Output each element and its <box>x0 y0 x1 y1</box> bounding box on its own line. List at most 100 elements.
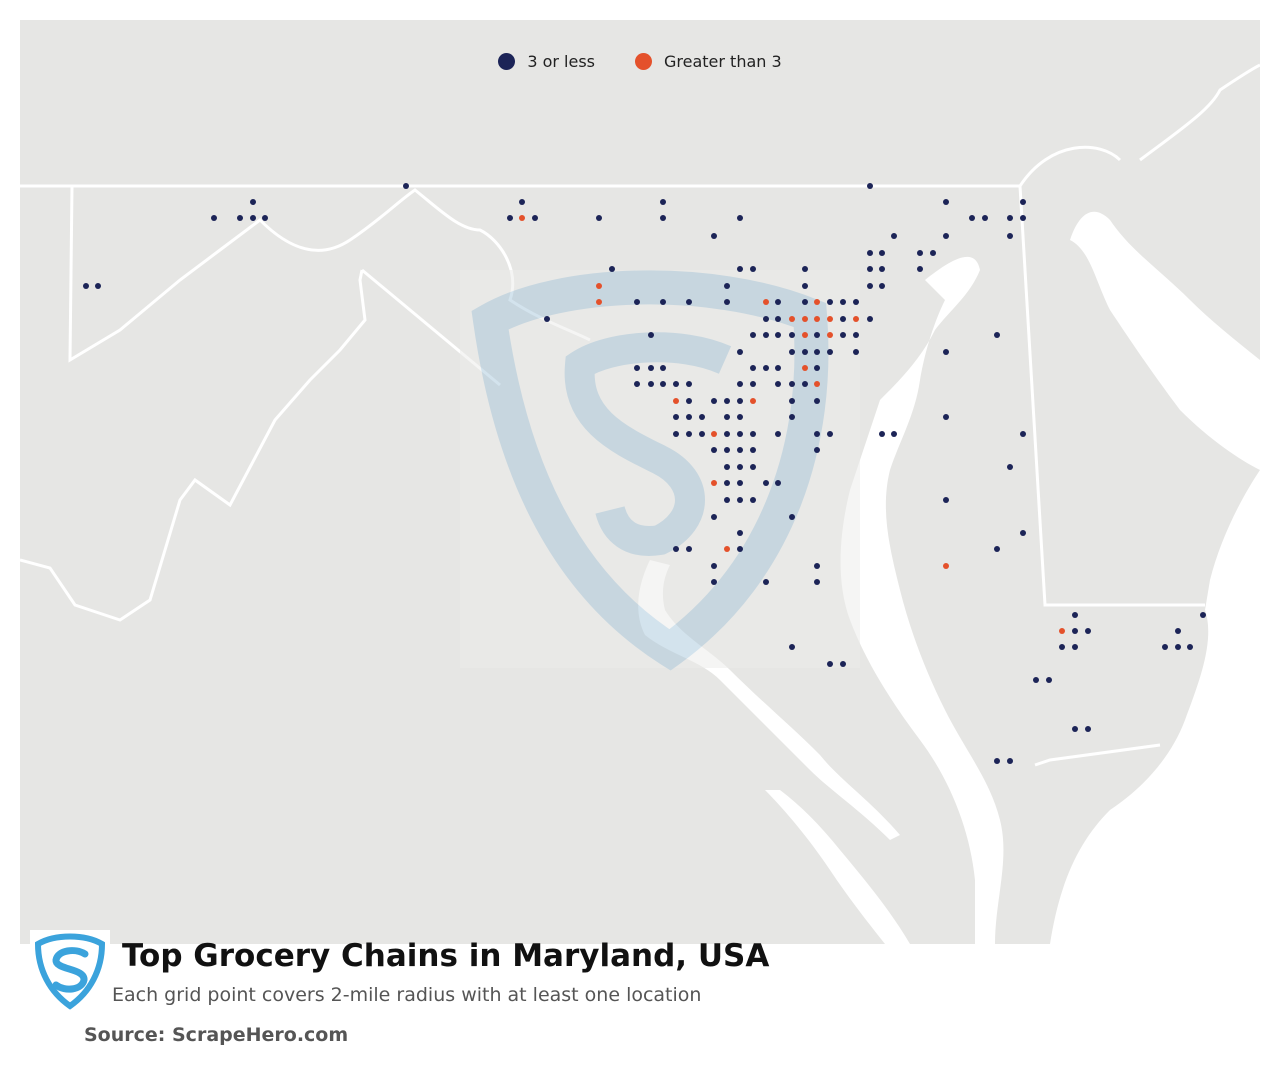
grid-point-low[interactable] <box>930 250 936 256</box>
grid-point-low[interactable] <box>737 381 743 387</box>
grid-point-low[interactable] <box>673 381 679 387</box>
grid-point-low[interactable] <box>1187 644 1193 650</box>
grid-point-low[interactable] <box>867 316 873 322</box>
grid-point-high[interactable] <box>763 299 769 305</box>
grid-point-low[interactable] <box>737 414 743 420</box>
grid-point-low[interactable] <box>943 199 949 205</box>
grid-point-high[interactable] <box>802 365 808 371</box>
grid-point-low[interactable] <box>750 464 756 470</box>
grid-point-low[interactable] <box>686 546 692 552</box>
grid-point-low[interactable] <box>775 365 781 371</box>
grid-point-high[interactable] <box>802 332 808 338</box>
grid-point-low[interactable] <box>711 447 717 453</box>
grid-point-low[interactable] <box>648 332 654 338</box>
grid-point-high[interactable] <box>827 316 833 322</box>
grid-point-low[interactable] <box>775 316 781 322</box>
grid-point-low[interactable] <box>917 250 923 256</box>
grid-point-low[interactable] <box>1059 644 1065 650</box>
grid-point-low[interactable] <box>673 546 679 552</box>
map-area[interactable]: 3 or less Greater than 3 <box>20 20 1260 944</box>
grid-point-low[interactable] <box>1007 215 1013 221</box>
grid-point-low[interactable] <box>814 579 820 585</box>
grid-point-low[interactable] <box>660 215 666 221</box>
grid-point-low[interactable] <box>1072 644 1078 650</box>
grid-point-high[interactable] <box>814 299 820 305</box>
grid-point-low[interactable] <box>1072 612 1078 618</box>
grid-point-low[interactable] <box>519 199 525 205</box>
grid-point-low[interactable] <box>532 215 538 221</box>
grid-point-low[interactable] <box>1020 215 1026 221</box>
grid-point-low[interactable] <box>660 199 666 205</box>
grid-point-high[interactable] <box>1059 628 1065 634</box>
grid-point-low[interactable] <box>1085 726 1091 732</box>
grid-point-low[interactable] <box>789 514 795 520</box>
grid-point-low[interactable] <box>763 365 769 371</box>
grid-point-low[interactable] <box>853 349 859 355</box>
grid-point-low[interactable] <box>724 299 730 305</box>
grid-point-low[interactable] <box>686 431 692 437</box>
grid-point-low[interactable] <box>724 464 730 470</box>
grid-point-low[interactable] <box>879 250 885 256</box>
grid-point-low[interactable] <box>250 215 256 221</box>
grid-point-low[interactable] <box>724 398 730 404</box>
grid-point-low[interactable] <box>750 431 756 437</box>
grid-point-high[interactable] <box>789 316 795 322</box>
grid-point-low[interactable] <box>840 332 846 338</box>
grid-point-low[interactable] <box>814 398 820 404</box>
grid-point-high[interactable] <box>596 299 602 305</box>
grid-point-low[interactable] <box>789 414 795 420</box>
grid-point-low[interactable] <box>737 447 743 453</box>
grid-point-low[interactable] <box>750 447 756 453</box>
grid-point-low[interactable] <box>1020 431 1026 437</box>
grid-point-low[interactable] <box>660 299 666 305</box>
grid-point-low[interactable] <box>699 414 705 420</box>
grid-point-low[interactable] <box>827 349 833 355</box>
grid-point-low[interactable] <box>737 215 743 221</box>
grid-point-low[interactable] <box>802 299 808 305</box>
grid-point-low[interactable] <box>943 349 949 355</box>
grid-point-low[interactable] <box>660 381 666 387</box>
grid-point-low[interactable] <box>711 579 717 585</box>
grid-point-low[interactable] <box>1007 758 1013 764</box>
grid-point-low[interactable] <box>802 283 808 289</box>
legend-item-low[interactable]: 3 or less <box>498 52 595 71</box>
grid-point-low[interactable] <box>879 431 885 437</box>
grid-point-low[interactable] <box>673 431 679 437</box>
grid-point-high[interactable] <box>814 381 820 387</box>
grid-point-low[interactable] <box>724 283 730 289</box>
grid-point-low[interactable] <box>775 299 781 305</box>
grid-point-low[interactable] <box>867 283 873 289</box>
grid-point-low[interactable] <box>775 480 781 486</box>
grid-point-low[interactable] <box>737 349 743 355</box>
grid-point-low[interactable] <box>686 414 692 420</box>
grid-point-low[interactable] <box>763 579 769 585</box>
grid-point-high[interactable] <box>519 215 525 221</box>
grid-point-low[interactable] <box>943 233 949 239</box>
grid-point-low[interactable] <box>814 365 820 371</box>
grid-point-low[interactable] <box>982 215 988 221</box>
grid-point-low[interactable] <box>1007 233 1013 239</box>
grid-point-low[interactable] <box>634 299 640 305</box>
grid-point-low[interactable] <box>95 283 101 289</box>
grid-point-high[interactable] <box>673 398 679 404</box>
grid-point-low[interactable] <box>211 215 217 221</box>
grid-point-low[interactable] <box>737 431 743 437</box>
grid-point-low[interactable] <box>827 431 833 437</box>
grid-point-low[interactable] <box>867 266 873 272</box>
grid-point-low[interactable] <box>737 497 743 503</box>
grid-point-low[interactable] <box>814 349 820 355</box>
grid-point-low[interactable] <box>673 414 679 420</box>
grid-point-low[interactable] <box>686 381 692 387</box>
grid-point-low[interactable] <box>1046 677 1052 683</box>
grid-point-low[interactable] <box>737 546 743 552</box>
grid-point-low[interactable] <box>789 644 795 650</box>
grid-point-low[interactable] <box>853 332 859 338</box>
grid-point-low[interactable] <box>840 299 846 305</box>
grid-point-low[interactable] <box>763 332 769 338</box>
grid-point-low[interactable] <box>789 332 795 338</box>
grid-point-low[interactable] <box>994 758 1000 764</box>
grid-point-low[interactable] <box>775 381 781 387</box>
grid-point-low[interactable] <box>789 398 795 404</box>
grid-point-low[interactable] <box>840 661 846 667</box>
grid-point-low[interactable] <box>686 398 692 404</box>
